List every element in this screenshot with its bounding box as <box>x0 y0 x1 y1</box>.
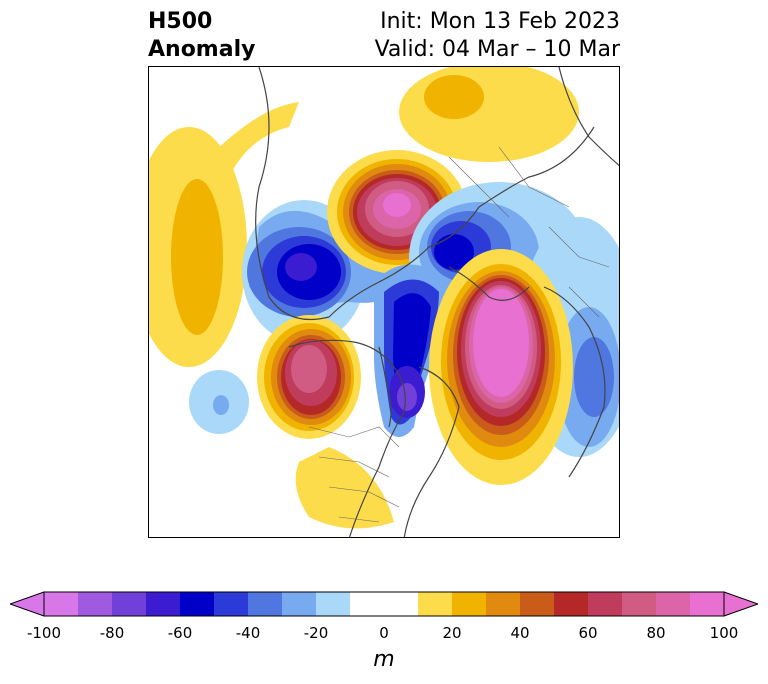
colorbar-tick-label: 60 <box>578 624 598 642</box>
colorbar-tick-label: 20 <box>442 624 462 642</box>
anomaly-field <box>149 67 619 537</box>
colorbar-bin <box>282 592 316 616</box>
positive-anomaly-atlantic <box>429 249 573 485</box>
positive-anomaly-west <box>149 102 299 367</box>
colorbar-unit: m <box>373 647 395 672</box>
colorbar-over-outline <box>723 591 758 617</box>
colorbar-tick-label: -100 <box>26 624 62 642</box>
map-title: H500 Anomaly <box>148 8 255 64</box>
colorbar-tick-label: 0 <box>379 624 389 642</box>
init-date: Init: Mon 13 Feb 2023 <box>380 9 620 34</box>
colorbar-under-outline <box>10 591 45 617</box>
colorbar-bin <box>112 592 146 616</box>
colorbar-bin <box>418 592 452 616</box>
colorbar-bin <box>554 592 588 616</box>
anomaly-map <box>148 66 620 538</box>
coastlines <box>255 67 619 537</box>
colorbar-bin <box>214 592 248 616</box>
colorbar-bin <box>452 592 486 616</box>
positive-anomaly-siberia <box>399 67 579 162</box>
colorbar-over-extension <box>724 592 758 616</box>
colorbar-bin <box>350 592 418 616</box>
date-info: Init: Mon 13 Feb 2023 Valid: 04 Mar – 10… <box>375 8 620 64</box>
colorbar-tick-label: 80 <box>646 624 666 642</box>
colorbar-bin <box>78 592 112 616</box>
colorbar-bin <box>180 592 214 616</box>
colorbar-bin <box>588 592 622 616</box>
negative-anomaly-pacific-small <box>189 370 249 434</box>
colorbar-tick-label: 100 <box>709 624 739 642</box>
negative-anomaly-canada <box>374 264 449 437</box>
colorbar-bin <box>486 592 520 616</box>
colorbar-tick-label: -20 <box>303 624 329 642</box>
colorbar-bin <box>146 592 180 616</box>
positive-anomaly-arctic <box>327 150 467 274</box>
colorbar-tick-label: 40 <box>510 624 530 642</box>
valid-range: Valid: 04 Mar – 10 Mar <box>374 37 620 62</box>
title-line-1: H500 <box>148 9 213 34</box>
colorbar <box>10 591 758 617</box>
colorbar-bin <box>656 592 690 616</box>
colorbar-bin <box>690 592 724 616</box>
colorbar-tick-label: -40 <box>235 624 261 642</box>
colorbar-tick-label: -80 <box>99 624 125 642</box>
colorbar-bin <box>248 592 282 616</box>
boundaries <box>308 146 610 523</box>
colorbar-tick-label: -60 <box>167 624 193 642</box>
positive-anomaly-alaska <box>257 315 394 529</box>
title-line-2: Anomaly <box>148 37 256 62</box>
colorbar-bin <box>520 592 554 616</box>
colorbar-bins <box>44 592 724 616</box>
colorbar-bin <box>622 592 656 616</box>
colorbar-bin <box>44 592 78 616</box>
colorbar-under-extension <box>10 592 44 616</box>
colorbar-bin <box>316 592 350 616</box>
